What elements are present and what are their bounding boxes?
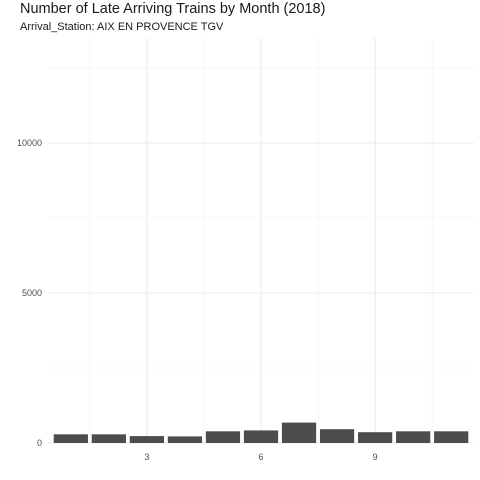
bar (358, 432, 392, 443)
grid-lines (48, 38, 474, 443)
bar (54, 434, 88, 443)
y-tick-label: 10000 (17, 138, 42, 148)
x-tick-label: 6 (258, 452, 263, 462)
y-axis-ticks: 0 5000 10000 (17, 138, 42, 448)
bar (168, 436, 202, 443)
bar (206, 431, 240, 443)
y-tick-label: 0 (37, 438, 42, 448)
x-tick-label: 9 (373, 452, 378, 462)
x-axis-ticks: 3 6 9 (144, 452, 377, 462)
x-tick-label: 3 (144, 452, 149, 462)
bar (244, 430, 278, 443)
y-tick-label: 5000 (22, 288, 42, 298)
bar (130, 436, 164, 443)
bar (434, 431, 468, 443)
bar (92, 434, 126, 443)
bar (396, 431, 430, 443)
bar (320, 429, 354, 443)
bar (282, 423, 316, 443)
